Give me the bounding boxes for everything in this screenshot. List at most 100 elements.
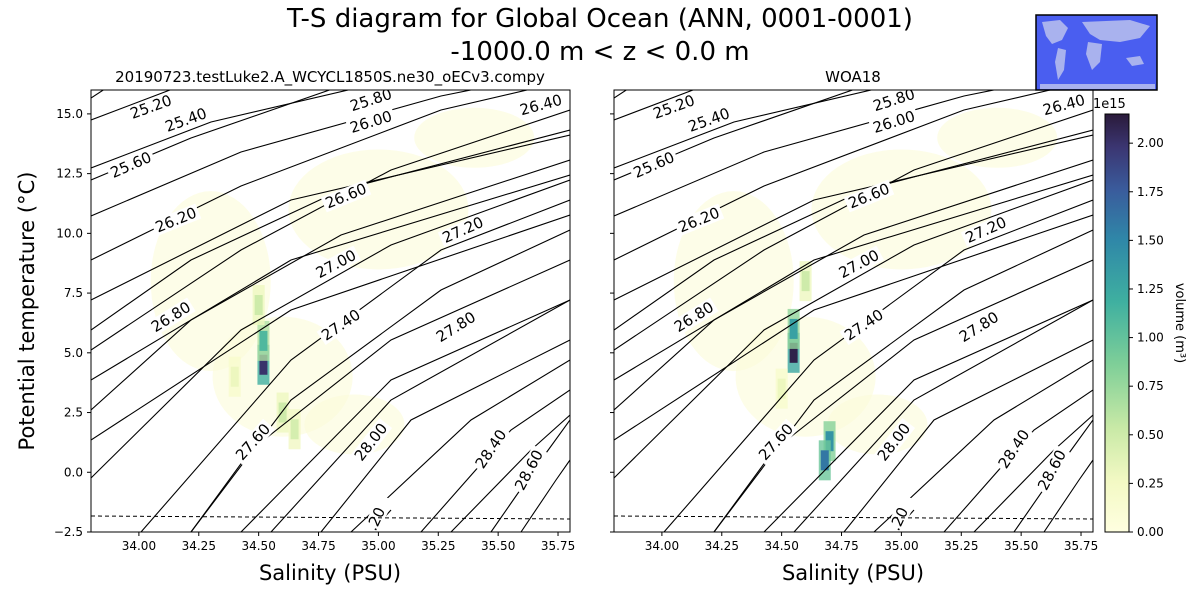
- volume-cell: [777, 378, 786, 399]
- density-contour-line: [91, 179, 570, 479]
- panel-model-frame: [90, 89, 571, 533]
- density-contour-label: 28.40: [472, 426, 511, 472]
- x-tick-label: 34.75: [301, 539, 335, 553]
- contour-label-background: [673, 203, 725, 237]
- contour-label-background: [345, 107, 397, 137]
- contour-label-background: [1033, 445, 1071, 495]
- density-contour-line: [614, 214, 1093, 441]
- x-tick-label: 35.50: [1004, 539, 1038, 553]
- density-contour-line: [943, 389, 1093, 532]
- density-contour-line: [614, 159, 1093, 411]
- x-tick-label: 34.25: [705, 539, 739, 553]
- density-contour-line: [614, 90, 874, 169]
- density-contour-line: [614, 90, 695, 121]
- x-tick-label: 34.00: [645, 539, 679, 553]
- panel-obs-y-ticks: [610, 113, 614, 533]
- contour-label-background: [316, 304, 366, 346]
- y-tick-label: −2.5: [54, 525, 83, 539]
- density-contour-line: [614, 90, 997, 217]
- panel-model-freezing-line: [91, 515, 570, 520]
- density-contour-line: [91, 129, 570, 331]
- colorbar: 1e15 0.00 0.25 0.50 0.75 1.00 1.25 1.50 1.75 2.0…: [1093, 97, 1187, 539]
- x-tick-label: 34.00: [122, 539, 156, 553]
- contour-label-background: [320, 179, 372, 213]
- contour-label-background: [1038, 91, 1090, 119]
- volume-cloud: [827, 394, 928, 455]
- panel-obs-frame: [613, 89, 1094, 533]
- contour-label-background: [993, 424, 1035, 474]
- panel-obs-title: WOA18: [825, 68, 881, 86]
- contour-label-background: [349, 418, 393, 466]
- density-contour-label: 26.40: [1041, 91, 1087, 120]
- contour-label-background: [628, 147, 680, 183]
- volume-cloud: [414, 107, 535, 168]
- volume-cell: [789, 342, 798, 363]
- density-contour-line: [713, 259, 1093, 532]
- density-contour-line: [520, 459, 570, 532]
- y-tick-label: 15.0: [56, 107, 83, 121]
- x-tick-label: 34.75: [824, 539, 858, 553]
- x-tick-label: 35.50: [481, 539, 515, 553]
- contour-label-background: [834, 245, 884, 283]
- contour-label-background: [150, 203, 202, 237]
- contour-label-background: [868, 107, 920, 137]
- figure-title-line1: T-S diagram for Global Ocean (ANN, 0001-…: [286, 4, 913, 34]
- density-contour-line: [614, 179, 1093, 479]
- density-contour-line: [614, 109, 1093, 351]
- contour-label-background: [872, 418, 916, 466]
- density-contour-line: [91, 109, 570, 351]
- x-tick-label: 34.25: [182, 539, 216, 553]
- contour-label-background: [311, 245, 361, 283]
- density-contour-line: [320, 339, 570, 532]
- x-tick-label: 35.25: [944, 539, 978, 553]
- colorbar-ticks: 0.00 0.25 0.50 0.75 1.00 1.25 1.50 1.75 2.00: [1129, 136, 1164, 539]
- contour-label-background: [839, 304, 889, 346]
- density-contour-line: [91, 214, 570, 441]
- colorbar-tick-label: 1.25: [1137, 282, 1164, 296]
- density-contour-line: [713, 229, 1093, 532]
- contour-label-background: [125, 91, 177, 123]
- density-contour-line: [350, 359, 570, 532]
- volume-cloud: [937, 107, 1058, 168]
- contour-label-background: [510, 445, 548, 495]
- density-contour-line: [843, 339, 1093, 532]
- contour-label-background: [669, 297, 719, 337]
- volume-cell: [278, 402, 287, 423]
- y-tick-label: 7.5: [64, 286, 83, 300]
- panel-model-ylabel: Potential temperature (°C): [15, 172, 39, 451]
- panel-model-y-ticks: −2.5 0.0 2.5 5.0 7.5 10.0 12.5 15.0: [54, 107, 91, 539]
- density-contour-line: [190, 229, 570, 532]
- y-tick-label: 0.0: [64, 465, 83, 479]
- density-contour-line: [91, 159, 570, 411]
- density-contour-label: 27.80: [433, 308, 479, 346]
- panel-model-x-ticks: 34.00 34.25 34.50 34.75 35.00 35.25 35.50 35.75: [122, 532, 575, 553]
- density-contour-line: [91, 90, 172, 121]
- figure-title-line2: -1000.0 m < z < 0.0 m: [450, 37, 749, 67]
- volume-cloud: [811, 149, 992, 270]
- contour-label-background: [960, 212, 1012, 248]
- volume-cloud: [288, 149, 469, 270]
- density-contour-label: 28.40: [995, 426, 1034, 472]
- volume-cell: [254, 295, 263, 316]
- density-contour-line: [614, 129, 1093, 331]
- density-contour-label: 28.60: [511, 447, 547, 493]
- panel-obs: WOA18 25.2025.4025.6025.8026.0026.2026.4…: [610, 68, 1098, 585]
- x-tick-label: 35.00: [884, 539, 918, 553]
- density-contour-line: [190, 259, 570, 532]
- volume-cell: [820, 450, 829, 471]
- y-tick-label: 5.0: [64, 346, 83, 360]
- colorbar-label: volume (m³): [1172, 283, 1187, 363]
- contour-label-background: [230, 418, 276, 466]
- contour-label-background: [470, 424, 512, 474]
- colorbar-tick-label: 1.75: [1137, 185, 1164, 199]
- density-contour-line: [873, 359, 1093, 532]
- density-contour-line: [1043, 459, 1093, 532]
- density-contour-line: [614, 174, 1093, 381]
- density-contour-line: [973, 414, 1093, 532]
- colorbar-tick-label: 1.50: [1137, 233, 1164, 247]
- panel-model-heatmap: [150, 107, 535, 455]
- x-tick-label: 35.75: [541, 539, 575, 553]
- density-contour-line: [450, 414, 570, 532]
- contour-label-background: [345, 90, 397, 116]
- density-contour-line: [91, 134, 570, 301]
